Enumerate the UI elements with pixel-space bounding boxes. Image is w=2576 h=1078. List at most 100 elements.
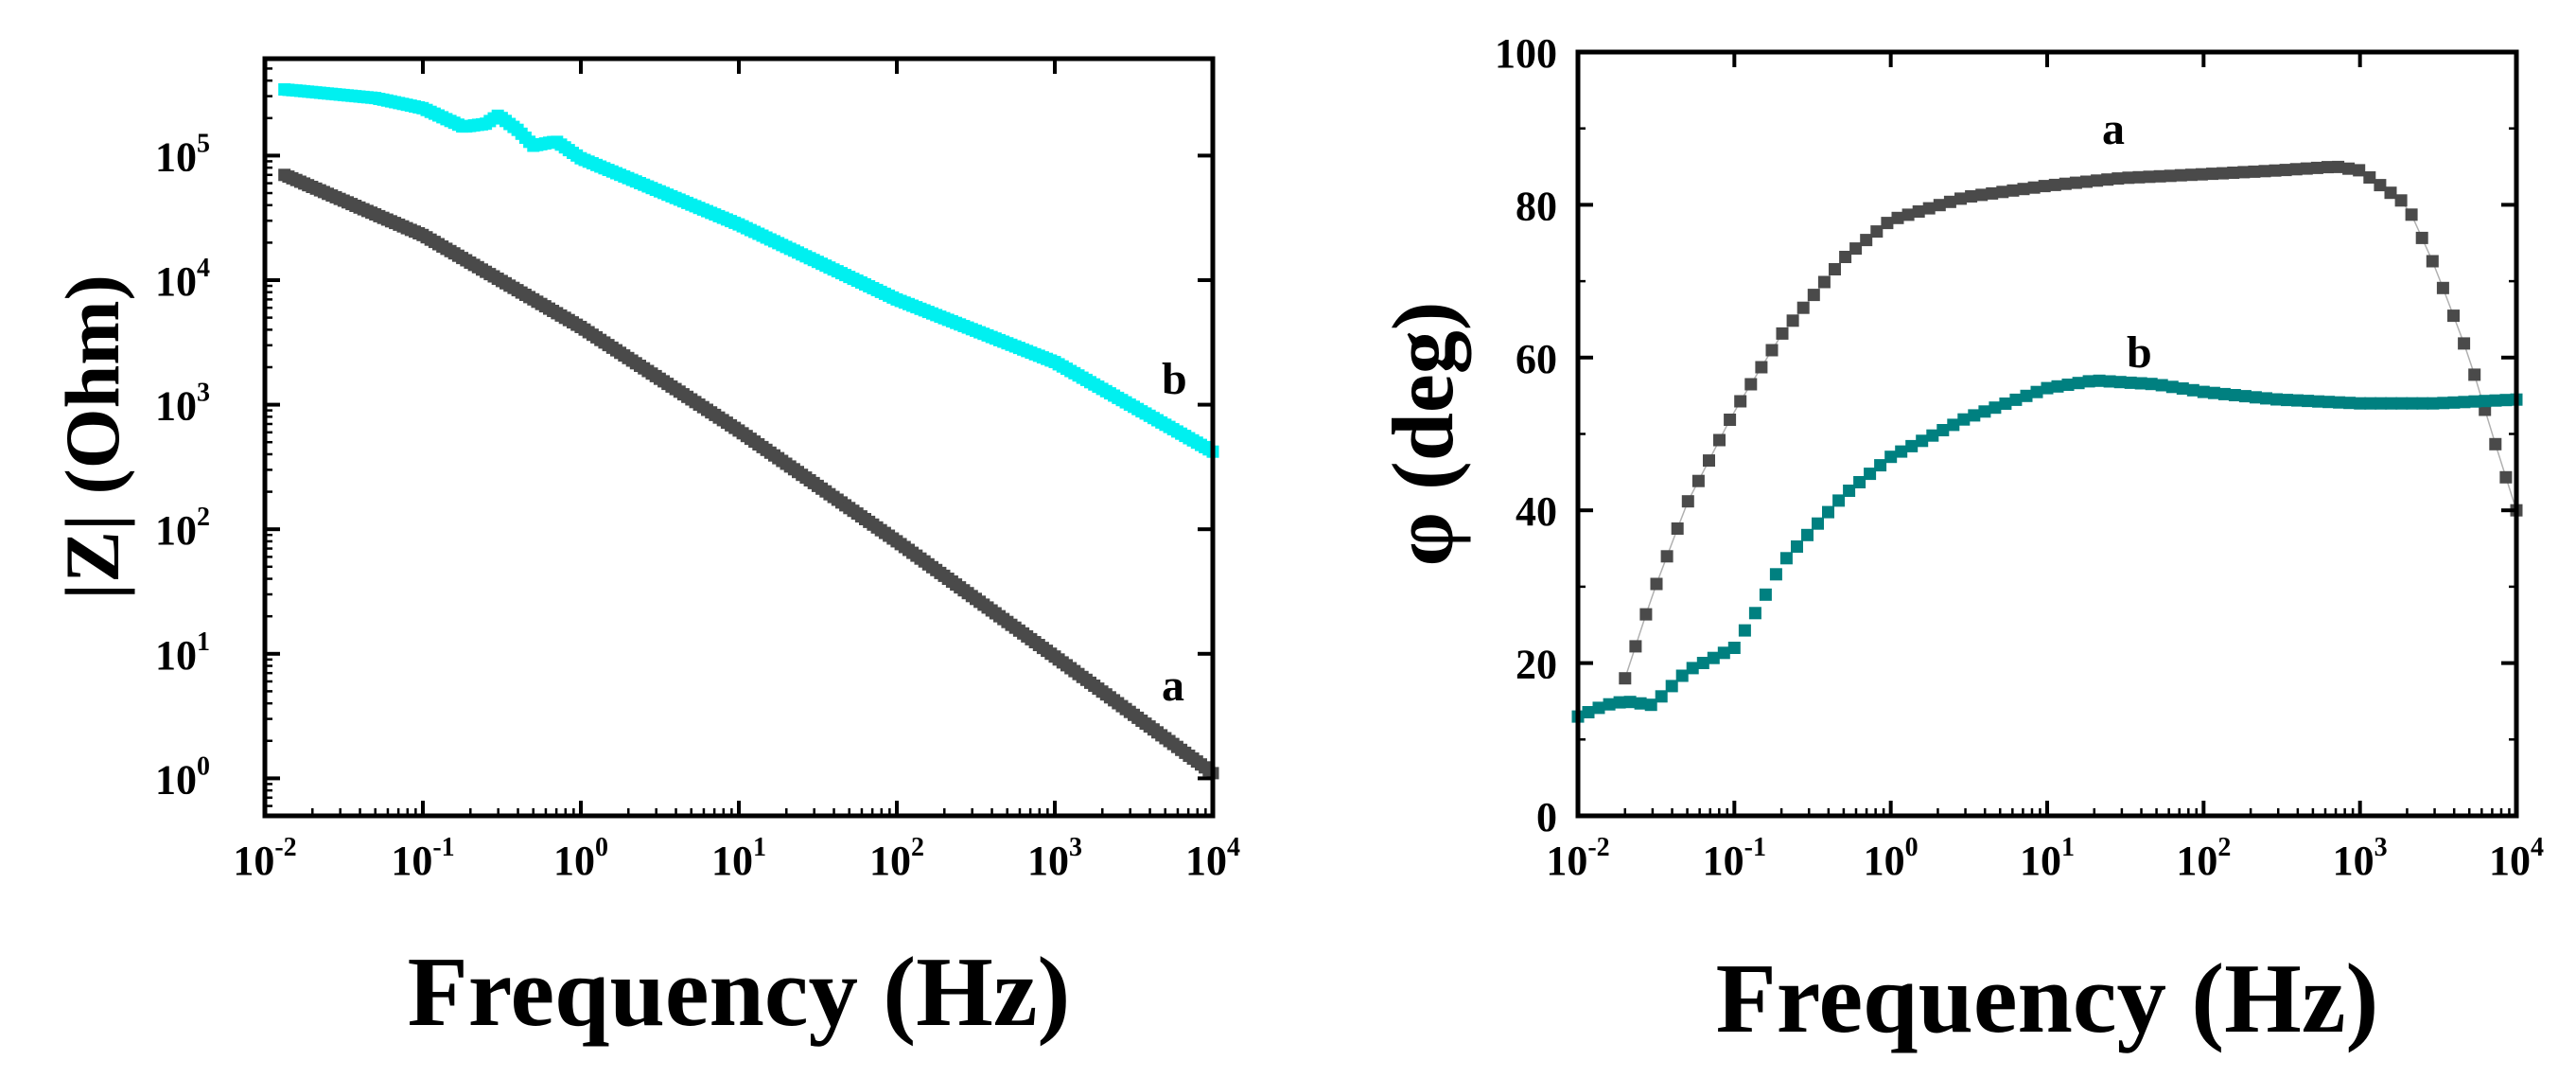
data-point <box>2217 387 2231 400</box>
y-tick-exponent: 1 <box>197 627 210 657</box>
data-point <box>2343 397 2357 410</box>
data-point <box>1724 414 1737 426</box>
data-point <box>1965 190 1978 203</box>
data-point <box>2427 397 2440 410</box>
data-point <box>2322 161 2334 174</box>
data-point <box>1936 424 1950 436</box>
data-point <box>2291 394 2304 407</box>
data-point <box>2030 385 2043 398</box>
data-point <box>2281 394 2293 407</box>
data-point <box>1765 344 1779 357</box>
data-point <box>1999 398 2012 410</box>
series-label-b: b <box>1162 354 1187 404</box>
data-point <box>1843 485 1856 497</box>
data-point <box>2165 380 2179 394</box>
data-point <box>2437 397 2450 410</box>
data-point <box>1996 186 2009 199</box>
data-point <box>1933 199 1946 212</box>
data-point <box>2153 169 2166 183</box>
series-label-b: b <box>2127 327 2152 378</box>
data-point <box>2426 255 2439 268</box>
data-point <box>2384 186 2397 200</box>
x-tick-base: 10 <box>391 838 432 884</box>
data-point <box>2332 160 2345 173</box>
data-point <box>2048 178 2061 191</box>
x-tick-label: 100 <box>1864 833 1919 884</box>
data-point <box>2374 179 2387 192</box>
data-point <box>2080 175 2093 188</box>
x-tick-base: 10 <box>233 838 274 884</box>
y-tick-label: 100 <box>155 751 210 803</box>
data-point <box>1713 433 1726 447</box>
data-point <box>1734 395 1747 408</box>
y-tick-base: 10 <box>155 507 197 554</box>
data-point <box>1817 275 1831 289</box>
data-point <box>1755 361 1768 374</box>
data-point <box>2197 385 2210 398</box>
data-point <box>2395 397 2409 410</box>
x-tick-base: 10 <box>2333 838 2374 884</box>
x-tick-label: 101 <box>711 833 766 884</box>
data-point <box>2489 394 2502 407</box>
data-point <box>2302 395 2315 408</box>
x-tick-label: 100 <box>553 833 608 884</box>
data-point <box>1644 698 1657 712</box>
data-point <box>1776 327 1789 340</box>
y-tick-exponent: 2 <box>197 503 210 532</box>
data-point <box>2145 378 2158 391</box>
data-point <box>1748 607 1761 620</box>
data-point <box>1901 208 1915 221</box>
data-point <box>1639 608 1653 621</box>
data-point <box>1954 192 1967 205</box>
data-point <box>1707 651 1720 664</box>
data-point <box>2289 163 2303 176</box>
data-point <box>1829 263 1841 275</box>
data-point <box>2363 171 2376 184</box>
x-tick-exponent: 4 <box>1227 833 1240 862</box>
data-point <box>1986 186 1999 200</box>
data-point <box>2458 396 2471 409</box>
data-point <box>2103 375 2116 388</box>
series-b <box>278 83 1219 458</box>
data-point <box>2134 377 2147 390</box>
y-tick-base: 10 <box>155 383 197 430</box>
data-point <box>1619 672 1632 685</box>
data-point <box>1779 552 1793 565</box>
data-point <box>2101 173 2114 186</box>
x-tick-label: 10-2 <box>1546 833 1609 884</box>
data-point <box>2006 184 2020 197</box>
data-point <box>2207 386 2220 399</box>
data-point <box>1832 494 1846 507</box>
data-point <box>1989 401 2002 415</box>
data-point <box>1849 242 1863 256</box>
data-point <box>1812 517 1824 530</box>
x-tick-exponent: 0 <box>595 833 608 862</box>
data-point <box>1592 701 1605 715</box>
data-point <box>1681 495 1694 508</box>
data-point <box>1957 413 1971 426</box>
data-point <box>1613 696 1626 709</box>
data-point <box>2415 231 2428 244</box>
x-tick-label: 102 <box>869 833 924 884</box>
data-point <box>1891 211 1904 224</box>
y-tick-base: 10 <box>155 133 197 180</box>
data-point <box>2279 164 2292 177</box>
y-tick-exponent: 5 <box>197 129 210 158</box>
data-point <box>1671 522 1684 535</box>
y-tick-label: 20 <box>1516 642 1557 688</box>
data-point <box>1717 646 1730 660</box>
x-axis-label: Frequency (Hz) <box>1716 943 2379 1053</box>
data-point <box>2009 393 2023 406</box>
x-tick-base: 10 <box>1546 838 1587 884</box>
data-point <box>1691 474 1705 487</box>
x-tick-exponent: -1 <box>432 833 454 862</box>
x-tick-exponent: -2 <box>1587 833 1609 862</box>
x-tick-label: 102 <box>2176 833 2231 884</box>
x-tick-label: 103 <box>1027 833 1082 884</box>
y-axis-label: φ (deg) <box>1375 302 1471 567</box>
data-point <box>2072 377 2085 390</box>
data-point <box>2164 169 2177 183</box>
data-point <box>1738 624 1751 637</box>
data-point <box>2020 389 2033 402</box>
data-point <box>2041 381 2054 395</box>
